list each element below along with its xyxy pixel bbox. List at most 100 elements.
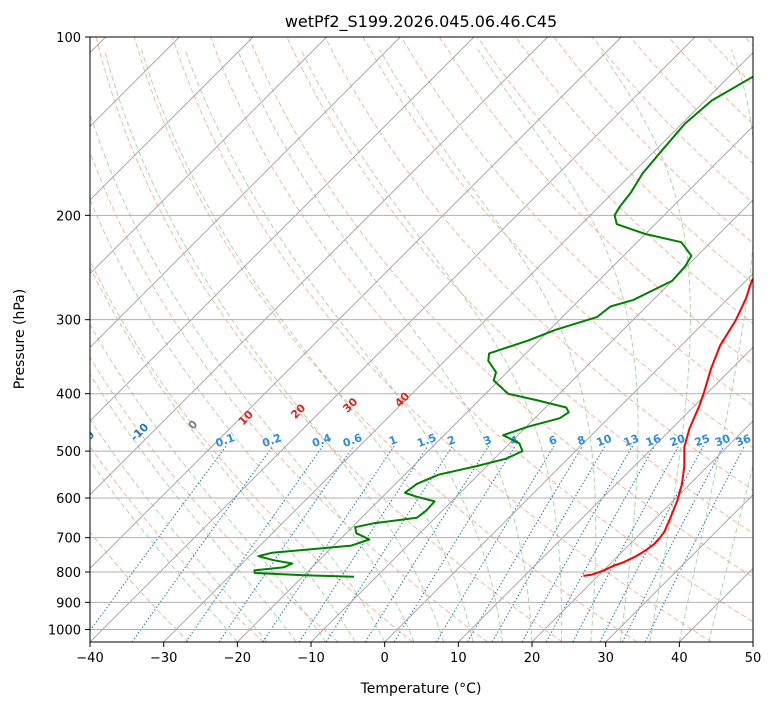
dry-adiabats <box>90 37 753 642</box>
mixing-ratio-line <box>364 445 490 642</box>
mixing-ratio-line <box>185 445 324 642</box>
x-tick-label: 30 <box>597 651 614 666</box>
mixing-ratio-line <box>262 445 395 642</box>
mixing-ratio-label: 3 <box>482 433 494 448</box>
moist-adiabat-line <box>236 49 533 642</box>
moist-adiabat-line <box>90 323 327 642</box>
y-axis-label: Pressure (hPa) <box>12 289 28 389</box>
x-tick-label: −20 <box>224 651 251 666</box>
moist-adiabat-line <box>678 49 753 642</box>
mixing-ratio-label: 0.6 <box>341 431 364 450</box>
isotherm-line <box>90 37 548 496</box>
y-tick-label: 500 <box>56 445 81 460</box>
chart-title: wetPf2_S199.2026.045.06.46.C45 <box>285 12 557 32</box>
y-tick-label: 400 <box>56 388 81 403</box>
mixing-ratio-label: 16 <box>644 432 663 450</box>
moist-adiabat-line <box>300 49 563 642</box>
x-tick-label: −40 <box>76 651 103 666</box>
moist-adiabat-line <box>90 266 356 642</box>
mixing-ratio-line <box>435 445 555 642</box>
mixing-ratio-label: 30 <box>713 432 732 450</box>
isotherm-line <box>90 37 254 201</box>
x-tick-label: −30 <box>150 651 177 666</box>
x-tick-label: 10 <box>450 651 467 666</box>
mixing-ratio-label: 8 <box>576 433 588 448</box>
y-tick-label: 900 <box>56 596 81 611</box>
mixing-ratio-label: 10 <box>595 432 614 450</box>
dry-adiabat-line <box>438 37 753 366</box>
mixing-ratio-line <box>131 445 274 642</box>
dry-adiabat-line <box>90 356 339 642</box>
isotherm-line <box>237 125 753 642</box>
mixing-ratio-label: 13 <box>622 432 641 449</box>
dry-adiabat-line <box>90 150 488 642</box>
dry-adiabat-line <box>95 37 563 642</box>
moist-adiabat-line <box>379 49 597 642</box>
mixing-ratio-line <box>467 445 584 642</box>
moist-adiabat-line <box>477 49 639 642</box>
y-tick-label: 600 <box>56 492 81 507</box>
moist-adiabat-line <box>184 49 503 642</box>
x-tick-label: 0 <box>381 651 389 666</box>
x-axis-ticks: −40 −30 −20 −10 0 10 20 30 40 50 <box>76 642 761 666</box>
y-tick-label: 800 <box>56 566 81 581</box>
x-tick-label: −10 <box>297 651 324 666</box>
isotherm-line <box>605 494 753 642</box>
mixing-ratio-line <box>325 445 454 642</box>
isotherm-line <box>90 37 696 642</box>
profile-series <box>253 75 753 578</box>
x-tick-label: 40 <box>671 651 688 666</box>
y-axis-ticks: 100 200 300 400 500 600 700 800 900 1000 <box>48 31 90 638</box>
mixing-ratio-line <box>572 445 680 642</box>
moist-adiabat-line <box>599 49 691 642</box>
isotherm-line <box>458 346 753 642</box>
isotherms <box>90 37 753 642</box>
mixing-ratio-line <box>90 445 227 632</box>
mixing-ratio-label: 1.5 <box>415 431 438 450</box>
dry-adiabat-line <box>324 37 753 491</box>
moist-adiabats <box>90 49 753 642</box>
moist-adiabat-line <box>90 198 386 642</box>
mixing-ratio-line <box>491 445 606 642</box>
x-tick-label: 50 <box>745 651 762 666</box>
y-tick-label: 200 <box>56 209 81 224</box>
mixing-ratio-line <box>298 445 429 642</box>
mixing-ratio-label: 0.4 <box>310 431 333 450</box>
mixing-ratio-label: 0.2 <box>260 431 283 450</box>
mixing-ratio-line <box>218 445 355 642</box>
isotherm-line <box>531 420 753 642</box>
moist-adiabat-line <box>90 112 415 642</box>
x-tick-label: 20 <box>524 651 541 666</box>
isotherm-line <box>310 199 753 642</box>
isotherm-line <box>90 37 622 569</box>
mixing-ratio-label: 1 <box>387 433 399 448</box>
mixing-ratio-label: 2 <box>446 433 458 448</box>
y-tick-label: 300 <box>56 314 81 329</box>
mixing-ratio-label: 0.1 <box>214 431 237 450</box>
isotherm-line <box>384 273 753 642</box>
isotherm-line <box>90 37 327 275</box>
dry-adiabat-line <box>90 531 190 642</box>
mixing-ratio-line <box>644 445 746 642</box>
dry-adiabat-line <box>171 37 712 642</box>
dry-adiabat-line <box>90 445 264 642</box>
dry-adiabat-line <box>133 37 638 642</box>
dewpoint-profile-line <box>253 75 753 578</box>
y-tick-label: 700 <box>56 532 81 547</box>
mixing-ratio-labels: 0.1 0.2 0.4 0.6 1 1.5 2 3 4 6 8 10 13 16 20 25 30 36 <box>214 431 753 450</box>
mixing-ratio-label: 36 <box>734 432 753 450</box>
dry-adiabat-label: -20 <box>74 428 97 451</box>
plot-frame <box>89 36 754 643</box>
y-tick-label: 100 <box>56 31 81 46</box>
isotherm-line <box>163 52 753 642</box>
isotherm-line <box>90 37 475 422</box>
mixing-ratio-label: 25 <box>693 432 712 449</box>
dry-adiabat-line <box>210 37 753 623</box>
mixing-ratio-line <box>545 445 656 642</box>
moist-adiabat-line <box>140 49 474 642</box>
moist-adiabat-line <box>103 49 445 642</box>
mixing-ratio-label: 6 <box>547 433 559 448</box>
temperature-profile-line <box>583 277 753 577</box>
